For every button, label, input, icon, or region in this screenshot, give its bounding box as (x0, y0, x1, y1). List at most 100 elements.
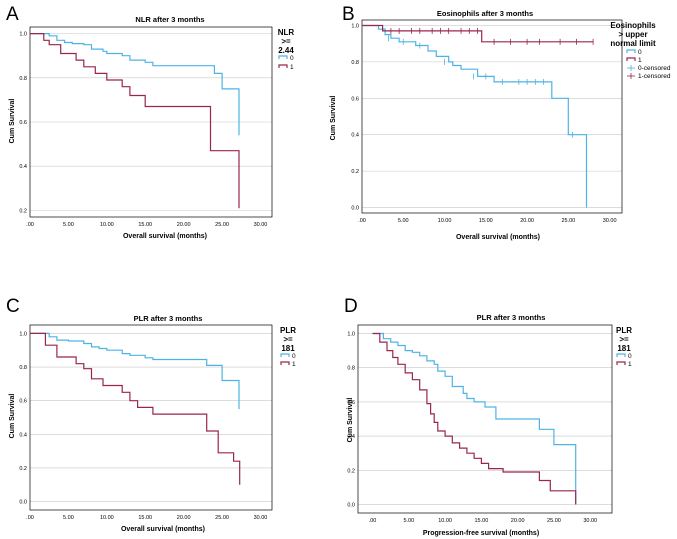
panel-d-x-tick-1: 5.00 (403, 518, 414, 524)
panel-c-legend-swatch-1 (280, 361, 290, 365)
panel-d-x-tick-6: 30.00 (583, 518, 597, 524)
panel-c-legend-title-3: 181 (281, 344, 295, 353)
panel-d-y-tick-2: 0.4 (347, 434, 355, 440)
panel-a-legend-label-0: 0 (290, 55, 294, 62)
panel-c-y-tick-1: 0.2 (19, 466, 27, 472)
panel-c-x-tick-6: 30.00 (254, 515, 268, 521)
panel-b-legend: Eosinophils > upper normal limit 0 1 0-c… (610, 21, 671, 80)
panel-d-x-tick-3: 15.00 (474, 518, 488, 524)
panel-a-legend-title-2: >= (281, 37, 291, 46)
panel-d-curve-0 (372, 332, 577, 505)
panel-c-y-tick-2: 0.4 (19, 432, 27, 438)
panel-a-x-tick-1: 5.00 (63, 222, 74, 228)
panel-a-x-tick-0: .00 (26, 222, 34, 228)
panel-b-x-tick-1: 5.00 (398, 218, 409, 224)
panel-b-x-tick-5: 25.00 (561, 218, 575, 224)
panel-b-y-ticks: 0.0 0.2 0.4 0.6 0.8 1.0 (351, 23, 359, 211)
panel-a-y-tick-4: 1.0 (19, 32, 27, 38)
panel-d-y-label: Cum Survival (347, 398, 354, 443)
panel-b-gridlines (362, 25, 622, 208)
panel-d-legend-title-3: 181 (617, 344, 631, 353)
panel-c-legend-label-1: 1 (292, 361, 296, 368)
panel-b-plot-frame (361, 19, 623, 214)
panel-d-legend-swatch-1 (616, 361, 626, 365)
panel-c-x-ticks: .00 5.00 10.00 15.00 20.00 25.00 30.00 (26, 515, 267, 521)
panel-a-y-tick-1: 0.4 (19, 164, 27, 170)
panel-c-axes (29, 324, 273, 511)
panel-c-x-label: Overall survival (months) (121, 526, 205, 533)
panel-d-legend-title-2: >= (619, 335, 629, 344)
panel-c-y-tick-3: 0.6 (19, 399, 27, 405)
panel-a-y-label: Cum Survival (9, 99, 16, 144)
panel-b-legend-title-3: normal limit (610, 39, 656, 48)
panel-a-gridlines (30, 33, 272, 211)
panel-a-x-tick-3: 15.00 (138, 222, 152, 228)
panel-d-x-tick-2: 10.00 (438, 518, 452, 524)
panel-b-x-tick-4: 20.00 (520, 218, 534, 224)
panel-d-curves (372, 332, 577, 505)
panel-a-curve-1 (30, 33, 240, 209)
panel-a-x-label: Overall survival (months) (123, 233, 207, 240)
panel-d-x-label: Progression-free survival (months) (423, 530, 539, 537)
panel-b-legend-title-1: Eosinophils (610, 21, 656, 30)
panel-a-legend-swatch-0 (278, 55, 288, 59)
panel-a: A NLR after 3 months .00 5.00 10.00 15.00 20… (6, 4, 294, 240)
panel-a-curves (30, 33, 240, 209)
panel-b-y-tick-1: 0.2 (351, 169, 359, 175)
panel-b-axes (361, 19, 623, 214)
panel-c: C PLR after 3 months .00 5.00 10.00 15.00 20… (6, 296, 296, 533)
panel-d-curve-1 (372, 332, 577, 505)
panel-b-letter: B (342, 4, 355, 25)
panel-c-y-ticks: 0.0 0.2 0.4 0.6 0.8 1.0 (19, 331, 27, 505)
panel-c-legend-label-0: 0 (292, 353, 296, 360)
panel-c-legend: PLR >= 181 0 1 (280, 326, 296, 368)
panel-d-legend: PLR >= 181 0 1 (616, 326, 632, 368)
panel-d-x-tick-4: 20.00 (511, 518, 525, 524)
panel-c-x-tick-2: 10.00 (100, 515, 114, 521)
panel-d-y-tick-5: 1.0 (347, 332, 355, 338)
panel-d-legend-label-1: 1 (628, 361, 632, 368)
panel-b-legend-swatch-1 (626, 57, 636, 61)
panel-b-y-label: Cum Survival (330, 96, 337, 141)
panel-d-y-tick-1: 0.2 (347, 468, 355, 474)
panel-a-x-ticks: .00 5.00 10.00 15.00 20.00 25.00 30.00 (26, 222, 267, 228)
panel-c-curve-0 (30, 332, 240, 410)
panel-a-y-tick-0: 0.2 (19, 208, 27, 214)
panel-d: D PLR after 3 months .00 5.00 10.00 15.00 20… (344, 296, 632, 537)
panel-d-title: PLR after 3 months (477, 313, 546, 322)
panel-c-title: PLR after 3 months (134, 314, 203, 323)
panel-d-plot-frame (357, 324, 613, 514)
panel-a-legend: NLR >= 2.44 0 1 (278, 28, 295, 71)
panel-d-y-ticks: 0.0 0.2 0.4 0.6 0.8 1.0 (347, 332, 355, 509)
panel-d-letter: D (344, 296, 358, 317)
panel-a-axes (29, 26, 273, 218)
panel-c-gridlines (30, 333, 272, 502)
panel-d-y-tick-4: 0.8 (347, 366, 355, 372)
panel-a-legend-title-1: NLR (278, 28, 295, 37)
panel-a-y-ticks: 0.2 0.4 0.6 0.8 1.0 (19, 32, 27, 215)
panel-b-y-tick-4: 0.8 (351, 60, 359, 66)
panel-d-gridlines (358, 333, 612, 505)
panel-c-y-tick-0: 0.0 (19, 500, 27, 506)
panel-c-x-tick-0: .00 (26, 515, 34, 521)
panel-c-legend-title-2: >= (283, 335, 293, 344)
panel-b-legend-label-2: 0-censored (638, 65, 671, 72)
panel-b-x-ticks: .00 5.00 10.00 15.00 20.00 25.00 30.00 (358, 218, 616, 224)
panel-b-curve-0 (362, 24, 588, 208)
panel-a-plot-frame (29, 26, 273, 218)
panel-a-x-tick-6: 30.00 (254, 222, 268, 228)
panel-a-x-tick-5: 25.00 (215, 222, 229, 228)
panel-d-x-tick-5: 25.00 (547, 518, 561, 524)
panel-a-legend-title-3: 2.44 (278, 46, 294, 55)
panel-c-x-tick-1: 5.00 (63, 515, 74, 521)
panel-a-legend-label-1: 1 (290, 64, 294, 71)
panel-b-censor-marks (388, 27, 594, 138)
panel-a-x-tick-4: 20.00 (177, 222, 191, 228)
panel-a-curve-0 (30, 33, 240, 136)
panel-c-y-tick-5: 1.0 (19, 331, 27, 337)
panel-d-y-tick-3: 0.6 (347, 400, 355, 406)
panel-b-x-tick-3: 15.00 (479, 218, 493, 224)
panel-b-y-tick-2: 0.4 (351, 133, 359, 139)
panel-d-axes (357, 324, 613, 514)
panel-c-legend-swatch-0 (280, 353, 290, 357)
